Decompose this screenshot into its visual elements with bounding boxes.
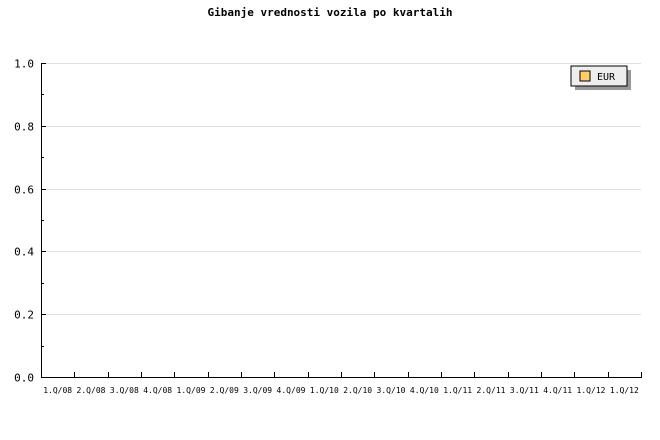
x-tick-label: 1.Q/09 [177,386,206,395]
x-tick-label: 3.Q/09 [243,386,272,395]
x-tick-label: 3.Q/11 [510,386,539,395]
x-tick-label: 1.Q/12 [577,386,606,395]
y-tick-label: 0.8 [14,121,34,134]
legend: EUR [570,65,631,90]
y-tick-label: 0.4 [14,246,34,259]
x-tick-label: 2.Q/08 [77,386,106,395]
x-tick-label: 4.Q/10 [410,386,439,395]
y-tick-label: 0.0 [14,372,34,385]
x-tick-label: 2.Q/11 [477,386,506,395]
x-tick-label: 4.Q/08 [143,386,172,395]
x-tick-label: 1.Q/12 [610,386,639,395]
y-tick-label: 1.0 [14,58,34,71]
legend-swatch-eur [579,70,591,82]
x-tick-label: 2.Q/10 [343,386,372,395]
x-tick-label: 1.Q/11 [443,386,472,395]
y-tick-label: 0.6 [14,184,34,197]
x-tick-label: 4.Q/09 [277,386,306,395]
x-tick-label: 2.Q/09 [210,386,239,395]
x-tick-label: 3.Q/10 [377,386,406,395]
y-tick-label: 0.2 [14,309,34,322]
x-tick-label: 3.Q/08 [110,386,139,395]
x-tick-label: 1.Q/08 [43,386,72,395]
x-tick-label: 1.Q/10 [310,386,339,395]
x-tick-label: 4.Q/11 [543,386,572,395]
legend-label-eur: EUR [597,72,616,83]
chart-title: Gibanje vrednosti vozila po kvartalih [207,6,452,19]
